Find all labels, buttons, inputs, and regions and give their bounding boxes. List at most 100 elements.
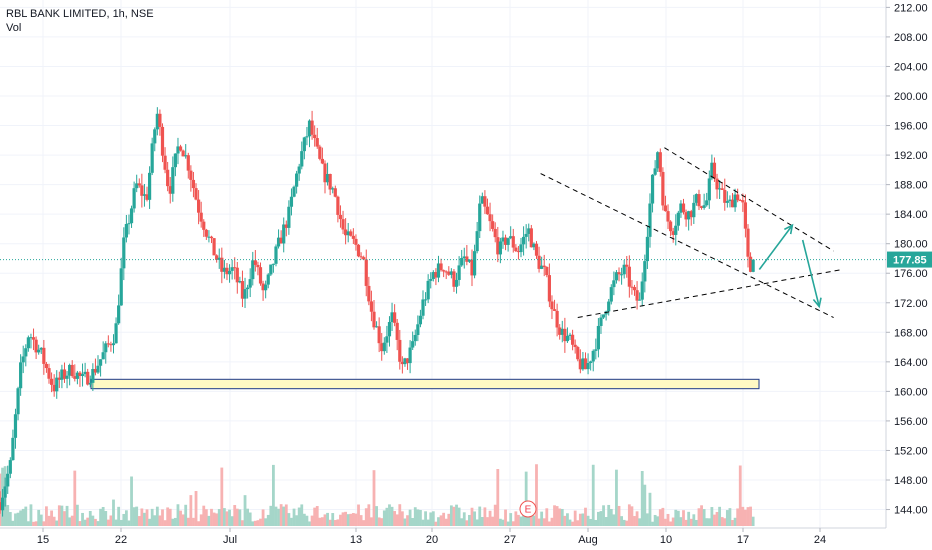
candle-body (246, 287, 250, 290)
volume-bar (346, 514, 350, 526)
volume-bar (449, 505, 453, 526)
volume-bar (65, 505, 69, 526)
y-tick-label: 192.00 (894, 150, 928, 162)
volume-bar (563, 515, 567, 526)
candle-body (39, 347, 43, 350)
volume-bar (251, 521, 255, 526)
volume-bar (653, 514, 657, 526)
candle-body (710, 162, 714, 179)
volume-bar (749, 506, 752, 526)
candle-body (496, 237, 500, 255)
volume-bar (380, 518, 384, 526)
candle-body (596, 325, 600, 350)
candle-body (460, 258, 464, 266)
candle-body (746, 228, 750, 257)
volume-bar (751, 516, 755, 526)
candle-body (612, 280, 616, 288)
candle-body (75, 372, 79, 379)
candle-body (669, 221, 673, 232)
candle-body (552, 309, 557, 311)
candle-body (583, 358, 588, 370)
volume-bar (99, 508, 102, 526)
volume-bar (375, 506, 378, 526)
volume-bar (57, 505, 61, 526)
volume-bar (669, 521, 673, 526)
volume-bar (684, 519, 688, 526)
candle-body (694, 194, 699, 203)
volume-bar (50, 510, 53, 526)
volume-bar (527, 509, 531, 526)
volume-bar (493, 504, 497, 526)
candle-body (748, 256, 753, 272)
candle-body (421, 299, 425, 316)
candle-body (705, 200, 709, 206)
volume-bar (486, 517, 489, 526)
candle-body (712, 162, 717, 179)
candle-body (65, 375, 69, 379)
volume-bar (496, 468, 500, 526)
candle-body (509, 236, 513, 239)
volume-bar (339, 514, 342, 526)
volume-bar (584, 507, 587, 526)
candle-body (444, 271, 448, 273)
candle-body (305, 136, 309, 138)
candle-body (287, 206, 291, 228)
candle-body (382, 342, 386, 352)
volume-bar (217, 509, 221, 526)
volume-bar (171, 518, 175, 526)
volume-bar (720, 517, 724, 526)
x-tick-label: 17 (737, 534, 749, 546)
volume-bar (94, 518, 97, 526)
volume-bar (607, 504, 611, 526)
candle-body (511, 236, 515, 248)
volume-bar (0, 473, 2, 526)
candle-body (364, 259, 368, 286)
candle-body (687, 211, 691, 220)
candle-body (638, 299, 642, 301)
volume-bar (460, 518, 464, 526)
volume-bar (643, 484, 647, 526)
volume-bar (318, 517, 322, 526)
volume-bar (509, 513, 513, 526)
volume-bar (537, 518, 541, 526)
volume-bar (140, 508, 144, 526)
volume-bar (112, 499, 115, 526)
candle-body (310, 120, 314, 135)
candle-body (132, 188, 136, 209)
candle-body (418, 315, 423, 325)
candle-body (336, 196, 340, 215)
candle-body (150, 143, 154, 173)
candle-body (11, 437, 15, 461)
volume-bar (700, 505, 703, 526)
candle-body (436, 263, 441, 278)
candle-body (674, 225, 678, 235)
candle-body (514, 247, 518, 252)
volume-bar (630, 506, 634, 526)
candle-body (0, 497, 5, 511)
volume-bar (42, 521, 46, 526)
volume-bar (8, 512, 12, 526)
volume-bar (88, 510, 92, 526)
candle-body (426, 280, 430, 300)
y-tick-label: 180.00 (894, 239, 928, 251)
candle-body (516, 251, 521, 253)
volume-bar (163, 520, 167, 526)
volume-bar (282, 506, 286, 526)
candle-body (109, 344, 113, 346)
candle-body (119, 268, 123, 306)
candle-body (166, 169, 170, 187)
candle-body (485, 206, 490, 215)
volume-bar (60, 505, 64, 526)
volume-bar (210, 508, 213, 526)
candle-body (122, 237, 126, 269)
volume-bar (689, 518, 693, 526)
volume-bar (261, 509, 265, 526)
candle-body (333, 188, 337, 197)
volume-bar (620, 516, 624, 526)
candle-body (194, 188, 198, 200)
candle-body (331, 188, 335, 190)
volume-bar (462, 512, 466, 526)
volume-bar (101, 506, 105, 526)
